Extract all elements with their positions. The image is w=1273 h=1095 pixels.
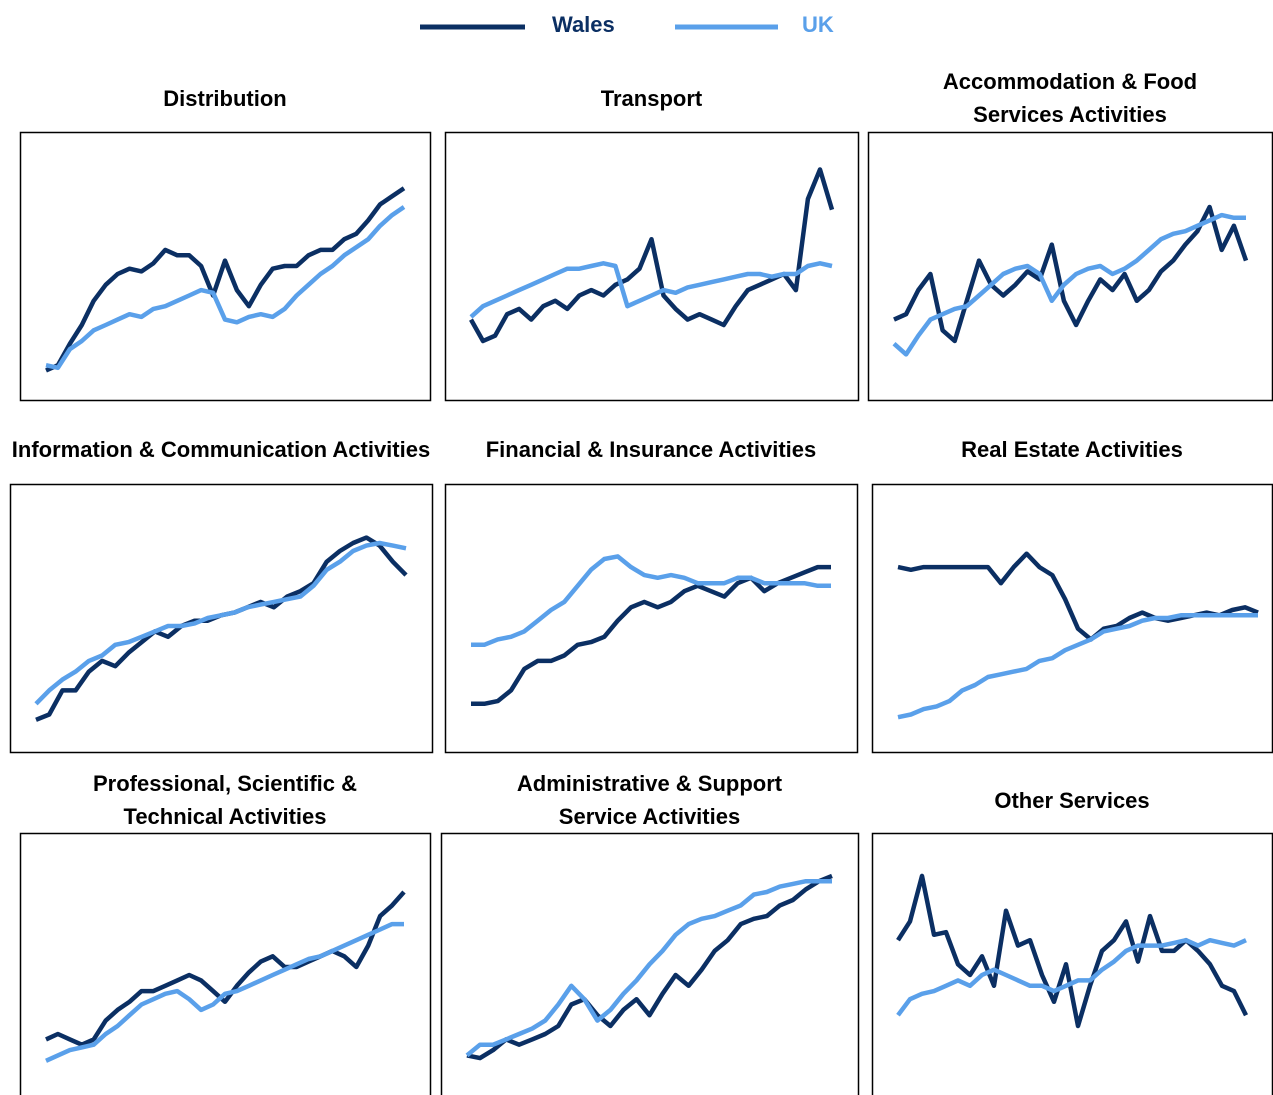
plot-frame bbox=[9, 483, 434, 754]
series-line bbox=[469, 167, 835, 344]
series-line bbox=[471, 554, 831, 648]
chart-title: Transport bbox=[600, 85, 703, 111]
series-line bbox=[35, 535, 408, 722]
legend-label: Wales bbox=[552, 12, 615, 37]
plot-frame bbox=[19, 832, 432, 1095]
series-line bbox=[45, 890, 406, 1047]
plot-frame bbox=[444, 483, 859, 754]
chart-title: Distribution bbox=[163, 85, 287, 111]
series-line bbox=[471, 564, 831, 707]
chart-title: Accommodation & Food Services Activities bbox=[942, 69, 1198, 127]
series-line bbox=[465, 878, 832, 1058]
series-line bbox=[34, 540, 407, 706]
series-line bbox=[466, 873, 833, 1061]
legend-label: UK bbox=[802, 12, 834, 37]
series-line bbox=[892, 212, 1246, 357]
chart-title: Real Estate Activities bbox=[961, 436, 1183, 462]
series-line bbox=[45, 921, 404, 1063]
plot-frame bbox=[444, 131, 860, 402]
series-line bbox=[897, 613, 1258, 720]
series-line bbox=[896, 873, 1249, 1029]
chart-title: Other Services bbox=[994, 787, 1150, 813]
chart-title: Professional, Scientific & Technical Act… bbox=[92, 771, 358, 829]
chart-title: Administrative & Support Service Activit… bbox=[516, 771, 783, 829]
series-line bbox=[893, 204, 1249, 344]
chart-title: Financial & Insurance Activities bbox=[485, 436, 817, 462]
plot-frame bbox=[19, 131, 432, 402]
series-line bbox=[45, 205, 406, 371]
series-line bbox=[897, 551, 1259, 642]
plot-frame bbox=[867, 131, 1273, 402]
series-line bbox=[45, 186, 406, 373]
series-line bbox=[896, 937, 1247, 1017]
chart-title: Information & Communication Activities bbox=[11, 436, 431, 462]
series-line bbox=[469, 261, 833, 319]
plot-frame bbox=[440, 832, 860, 1095]
